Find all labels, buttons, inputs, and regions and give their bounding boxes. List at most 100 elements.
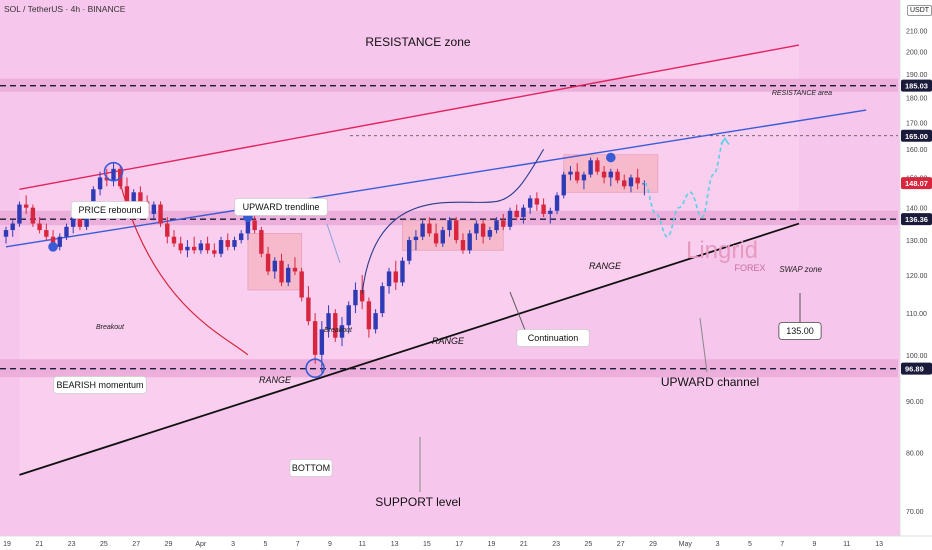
label-breakout-left: Breakout (96, 324, 125, 331)
candle-body (339, 325, 345, 338)
y-tick-label: 130.00 (906, 238, 928, 245)
x-tick-label: 19 (3, 541, 11, 548)
label-price-rebound-bg (70, 201, 150, 219)
candle-body (50, 236, 56, 247)
candle-body (91, 189, 96, 208)
candle-body (433, 233, 439, 244)
price-tag-bg (901, 129, 932, 142)
candle-body (37, 223, 42, 231)
label-swap-zone: SWAP zone (779, 265, 822, 274)
candle-body (601, 171, 607, 178)
price-tag-label: 136.36 (905, 215, 928, 224)
candle-body (353, 289, 358, 306)
candle-body (333, 313, 338, 338)
candle-body (185, 246, 190, 251)
candle-body (541, 204, 546, 214)
currency-badge[interactable]: USDT (907, 5, 932, 16)
x-tick-label: 17 (455, 541, 463, 548)
candle-body (407, 240, 412, 261)
label-price-rebound: PRICE rebound (78, 205, 141, 215)
watermark-sub: FOREX (734, 263, 765, 273)
candle-body (413, 236, 419, 241)
candle-body (151, 204, 157, 214)
price-tag-label: 165.00 (905, 132, 928, 141)
candle-body (366, 301, 372, 330)
callout-trendline (326, 223, 341, 264)
bearish-arrow (119, 183, 249, 356)
watermark-main: Lingrid (686, 237, 758, 264)
candle-body (71, 217, 76, 227)
label-range-1: RANGE (259, 375, 292, 385)
x-tick-label: 13 (391, 541, 399, 548)
candle-body (232, 240, 237, 247)
label-upward-trendline: UPWARD trendline (243, 202, 320, 212)
candle-body (575, 171, 580, 181)
candle-body (581, 174, 587, 181)
price-tag-label: 185.03 (905, 82, 928, 91)
label-resistance-area: RESISTANCE area (772, 90, 832, 97)
x-tick-label: 7 (780, 541, 784, 548)
candle-body (393, 271, 398, 283)
zone-0 (0, 78, 898, 92)
candle-body (171, 236, 177, 244)
candle-body (279, 260, 284, 283)
label-continuation-bg (516, 329, 590, 347)
candle-body (292, 267, 298, 272)
y-tick-label: 210.00 (906, 28, 928, 35)
candle-body (306, 297, 311, 322)
candle-body (64, 226, 69, 237)
candle-body (218, 240, 224, 254)
candle-body (158, 204, 163, 224)
candle-body (239, 233, 244, 241)
candle-body (494, 220, 499, 231)
y-tick-label: 110.00 (906, 311, 927, 318)
symbol-title: SOL / TetherUS · 4h · BINANCE (4, 4, 126, 14)
candle-body (326, 313, 331, 330)
callout-continuation (509, 291, 526, 331)
candle-body (23, 204, 29, 208)
x-tick-label: 9 (328, 541, 332, 548)
candle-body (191, 246, 197, 251)
x-tick-label: 25 (100, 541, 108, 548)
candle-body (286, 267, 291, 283)
candle-body (299, 271, 304, 298)
candle-body (635, 177, 640, 184)
candle-body (359, 289, 365, 302)
candle-body (440, 230, 445, 244)
candle-body (77, 217, 83, 227)
y-tick-label: 200.00 (906, 50, 928, 57)
x-tick-label: 29 (649, 541, 657, 548)
candle-body (507, 210, 513, 227)
candle-body (17, 204, 22, 224)
label-135-bg (778, 322, 822, 340)
x-tick-label: 23 (68, 541, 76, 548)
y-tick-label: 190.00 (906, 72, 928, 79)
price-tag-label: 96.89 (905, 365, 924, 374)
candle-body (534, 198, 540, 205)
price-tag-bg (901, 362, 932, 375)
candle-body (487, 230, 493, 237)
candle-body (467, 233, 472, 251)
label-bottom: BOTTOM (292, 463, 330, 473)
candle-body (561, 174, 566, 196)
x-tick-label: 27 (132, 541, 140, 548)
x-tick-label: 29 (165, 541, 173, 548)
price-axis-bg (900, 0, 932, 550)
candle-body (312, 321, 318, 355)
candle-body (400, 260, 405, 283)
candle-body (319, 329, 325, 355)
label-bottom-bg (289, 459, 333, 477)
candle-body (554, 195, 560, 211)
candle-body (138, 192, 143, 202)
candle-body (272, 260, 277, 272)
label-breakout-mid: Breakout (324, 327, 353, 334)
label-range-2: RANGE (432, 336, 465, 346)
candle-body (212, 250, 217, 254)
candle-body (131, 192, 136, 202)
candle-body (460, 240, 466, 251)
y-tick-label: 90.00 (906, 399, 924, 406)
candle-body (548, 210, 553, 214)
breakout-arrow (361, 148, 545, 294)
price-tag-bg (901, 213, 932, 226)
